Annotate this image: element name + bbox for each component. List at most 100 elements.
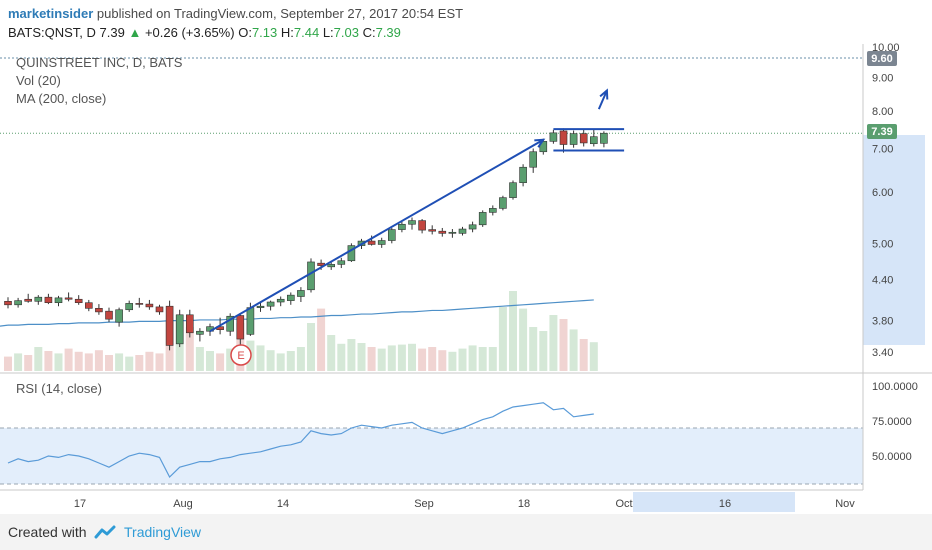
- target-badge-text: 9.60: [871, 53, 892, 65]
- volume-bar: [276, 353, 285, 371]
- time-tick-label: 14: [277, 498, 289, 510]
- volume-bar: [185, 327, 194, 371]
- candle-body: [569, 133, 578, 145]
- trendline: [597, 90, 608, 110]
- author-link[interactable]: marketinsider: [8, 6, 94, 21]
- candle-body: [24, 298, 33, 302]
- candle-body: [34, 296, 43, 302]
- candle-body: [175, 314, 184, 345]
- candle-body: [589, 136, 598, 145]
- volume-bar: [34, 347, 43, 371]
- symbol: BATS:QNST, D: [8, 25, 96, 40]
- price-axis-highlight: [863, 135, 925, 345]
- candle-body: [549, 132, 558, 142]
- up-arrow-icon: ▲: [128, 25, 142, 40]
- candle-body: [246, 307, 255, 335]
- volume-bar: [418, 348, 427, 371]
- price-tick-label: 3.40: [872, 347, 893, 359]
- volume-bar: [397, 344, 406, 371]
- candle-body: [286, 294, 295, 301]
- time-tick-label: Nov: [835, 498, 855, 510]
- candle-body: [418, 220, 426, 231]
- volume-bar: [589, 342, 598, 371]
- volume-bar: [206, 351, 214, 371]
- earnings-marker[interactable]: E: [230, 344, 252, 366]
- rsi-tick-label: 100.0000: [872, 381, 918, 393]
- volume-bar: [84, 353, 93, 371]
- volume-bar: [256, 345, 265, 371]
- candle-body: [276, 298, 285, 303]
- candle-body: [95, 308, 103, 313]
- candle-body: [44, 296, 53, 304]
- volume-bar: [569, 329, 578, 371]
- volume-bar: [44, 351, 53, 371]
- legend-title: QUINSTREET INC, D, BATS: [16, 55, 183, 70]
- target-badge: 9.60: [867, 51, 897, 66]
- volume-bar: [478, 347, 487, 371]
- volume-bar: [458, 348, 467, 371]
- volume-bar: [377, 348, 386, 371]
- legend-ma: MA (200, close): [16, 91, 106, 106]
- volume-bar: [115, 353, 124, 371]
- volume-bar: [145, 351, 154, 371]
- candle-body: [54, 297, 63, 304]
- volume-bar: [54, 353, 63, 371]
- volume-bar: [468, 345, 477, 371]
- volume-bar: [519, 308, 528, 371]
- volume-bar: [539, 331, 548, 371]
- candle-body: [74, 298, 83, 304]
- candle-body: [196, 330, 204, 335]
- chart-area[interactable]: 9.008.007.006.005.004.403.803.4010.00100…: [0, 0, 932, 514]
- price-change: +0.26 (+3.65%): [144, 25, 235, 40]
- candle-body: [458, 228, 467, 234]
- price-tick-label: 9.00: [872, 73, 893, 85]
- last-price: 7.39: [99, 25, 125, 40]
- candle-body: [105, 310, 113, 320]
- high-value: 7.44: [293, 25, 320, 40]
- price-tick-label: 7.00: [872, 144, 893, 156]
- candle-body: [499, 197, 507, 209]
- close-value: 7.39: [375, 25, 401, 40]
- candle-body: [115, 309, 123, 323]
- volume-bar: [216, 353, 225, 371]
- candle-body: [488, 208, 497, 213]
- candle-body: [337, 260, 346, 265]
- low-value: 7.03: [333, 25, 359, 40]
- candles: [4, 128, 608, 351]
- candle-body: [559, 130, 568, 145]
- candle-body: [408, 220, 416, 225]
- candle-body: [367, 240, 376, 245]
- candle-body: [428, 229, 437, 232]
- legend-vol: Vol (20): [16, 73, 61, 88]
- tradingview-brand-link[interactable]: TradingView: [124, 524, 202, 540]
- created-with-text: Created with: [8, 524, 87, 540]
- volume-bar: [226, 348, 235, 371]
- candle-body: [186, 314, 194, 334]
- publish-info: published on TradingView.com, September …: [96, 6, 464, 21]
- quote-line: BATS:QNST, D 7.39 ▲ +0.26 (+3.65%) O:7.1…: [8, 23, 463, 42]
- rsi-tick-label: 50.0000: [872, 451, 912, 463]
- trendline-arrowhead: [534, 138, 546, 148]
- candle-body: [64, 297, 73, 300]
- price-tick-label: 4.40: [872, 274, 893, 286]
- candle-body: [529, 151, 538, 168]
- candle-body: [478, 212, 487, 226]
- high-label: H:: [280, 25, 294, 40]
- volume-bar: [155, 353, 164, 371]
- candle-body: [14, 300, 22, 306]
- legend-rsi: RSI (14, close): [16, 381, 102, 396]
- volume-bar: [296, 347, 305, 371]
- candle-body: [226, 315, 234, 332]
- volume-bar: [135, 355, 144, 371]
- time-axis-highlight: [633, 492, 795, 512]
- price-tick-label: 5.00: [872, 238, 893, 250]
- candle-body: [398, 223, 406, 230]
- volume-bar: [4, 356, 12, 371]
- earnings-marker-text: E: [237, 350, 244, 362]
- candle-body: [85, 302, 93, 309]
- time-tick-label: Oct: [615, 498, 632, 510]
- candle-body: [4, 301, 12, 306]
- trendline: [209, 138, 544, 333]
- rsi-band: [0, 428, 863, 484]
- candle-body: [145, 303, 154, 308]
